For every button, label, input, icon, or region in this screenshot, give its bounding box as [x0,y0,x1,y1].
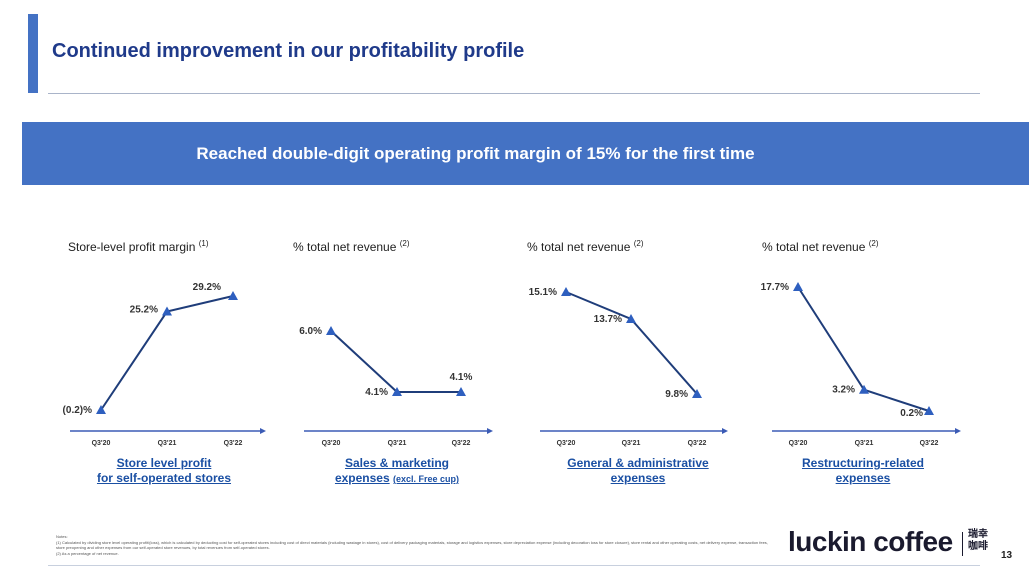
panel-label-general-admin: % total net revenue (2) [527,239,644,254]
x-tick-label: Q3'22 [688,440,707,447]
title-accent-bar [28,14,38,93]
x-tick-label: Q3'21 [622,440,641,447]
footnotes-heading: Notes: [56,534,68,539]
caption-sales-marketing[interactable]: Sales & marketing expenses (excl. Free cu… [334,456,460,485]
caption-restructuring[interactable]: Restructuring-related expenses [801,456,925,485]
data-label: 6.0% [299,326,322,337]
data-point-marker [228,291,238,300]
x-axis-arrow [955,428,961,434]
footnote-2: (2) As a percentage of net revenue. [56,550,119,556]
data-label: 25.2% [130,305,158,316]
brand-separator [962,532,963,556]
panel-label-restructuring: % total net revenue (2) [762,239,879,254]
brand-logo-text: luckin coffee [788,526,953,557]
highlight-banner: Reached double-digit operating profit ma… [22,122,1029,185]
data-label: 29.2% [193,282,221,293]
x-tick-label: Q3'20 [322,440,341,447]
data-point-marker [392,387,402,396]
x-axis-arrow [260,428,266,434]
data-point-marker [626,313,636,323]
footnote-1: (1) Calculated by dividing store level o… [56,539,768,551]
series-line [330,330,461,393]
data-label: (0.2)% [63,405,93,416]
page-title: Continued improvement in our profitabili… [52,40,525,62]
data-point-marker [326,326,336,335]
x-tick-label: Q3'22 [224,440,243,447]
data-point-marker [793,282,803,291]
data-point-marker [859,384,869,394]
banner-text: Reached double-digit operating profit ma… [196,143,755,163]
page-number: 13 [1001,550,1013,561]
data-point-marker [456,387,466,396]
data-point-marker [96,405,106,414]
data-point-marker [692,389,702,398]
data-point-marker [924,406,934,415]
panel-label-store-margin: Store-level profit margin (1) [68,239,209,254]
data-label: 17.7% [761,282,789,293]
footnotes: Notes: (1) Calculated by dividing store … [56,534,776,556]
data-label: 0.2% [900,408,923,419]
x-tick-label: Q3'22 [452,440,471,447]
data-point-marker [561,287,571,296]
caption-store-level-profit[interactable]: Store level profit for self-operated stor… [96,456,232,485]
x-tick-label: Q3'20 [92,440,111,447]
data-label: 15.1% [529,287,557,298]
x-axis-arrow [722,428,728,434]
bottom-divider [48,565,980,566]
brand-chinese-logo: 瑞幸咖啡 [968,529,988,552]
x-tick-label: Q3'21 [158,440,177,447]
caption-general-admin[interactable]: General & administrative expenses [567,456,709,485]
x-tick-label: Q3'22 [920,440,939,447]
x-tick-label: Q3'20 [557,440,576,447]
data-label: 3.2% [832,385,855,396]
data-label: 13.7% [594,314,622,325]
data-label: 4.1% [450,372,473,383]
x-axis-arrow [487,428,493,434]
x-tick-label: Q3'21 [855,440,874,447]
title-divider [48,93,980,94]
panel-label-sales-marketing: % total net revenue (2) [293,239,410,254]
series-line [565,291,698,395]
data-label: 4.1% [365,387,388,398]
data-point-marker [162,306,172,316]
x-tick-label: Q3'20 [789,440,808,447]
data-label: 9.8% [665,389,688,400]
x-tick-label: Q3'21 [388,440,407,447]
